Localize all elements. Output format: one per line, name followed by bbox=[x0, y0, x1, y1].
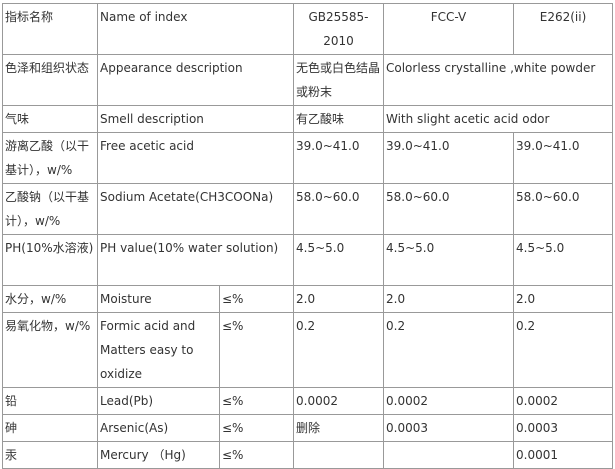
cell: Formic acid and Matters easy to oxidize bbox=[97, 312, 220, 388]
cell: Colorless crystalline ,white powder bbox=[383, 54, 613, 106]
cell: ≤% bbox=[219, 285, 294, 313]
cell: 4.5~5.0 bbox=[293, 234, 384, 286]
cell: 2.0 bbox=[383, 285, 514, 313]
cell: 0.2 bbox=[513, 312, 613, 388]
cell: E262(ii) bbox=[513, 3, 613, 55]
cell: 汞 bbox=[2, 441, 98, 469]
cell bbox=[383, 441, 514, 469]
cell: 0.2 bbox=[383, 312, 514, 388]
cell: 2.0 bbox=[293, 285, 384, 313]
row: 汞 Mercury （Hg) ≤% 0.0001 bbox=[2, 441, 613, 469]
cell: Smell description bbox=[97, 105, 294, 133]
cell: ≤% bbox=[219, 414, 294, 442]
cell: 4.5~5.0 bbox=[513, 234, 613, 286]
cell: Arsenic(As) bbox=[97, 414, 220, 442]
cell: 39.0~41.0 bbox=[293, 132, 384, 184]
cell: 气味 bbox=[2, 105, 98, 133]
cell: 0.0003 bbox=[513, 414, 613, 442]
cell: Free acetic acid bbox=[97, 132, 294, 184]
cell: GB25585-2010 bbox=[293, 3, 384, 55]
row: 气味 Smell description 有乙酸味 With slight ac… bbox=[2, 105, 613, 133]
cell: 4.5~5.0 bbox=[383, 234, 514, 286]
cell: 39.0~41.0 bbox=[383, 132, 514, 184]
spec-table: 指标名称 Name of index GB25585-2010 FCC-V E2… bbox=[2, 3, 613, 469]
cell: 有乙酸味 bbox=[293, 105, 384, 133]
cell: 0.2 bbox=[293, 312, 384, 388]
row: 砷 Arsenic(As) ≤% 删除 0.0003 0.0003 bbox=[2, 414, 613, 442]
cell: 58.0~60.0 bbox=[293, 183, 384, 235]
cell: 砷 bbox=[2, 414, 98, 442]
cell: 0.0002 bbox=[293, 387, 384, 415]
cell: PH(10%水溶液) bbox=[2, 234, 98, 286]
cell: 水分，w/% bbox=[2, 285, 98, 313]
cell: 0.0002 bbox=[383, 387, 514, 415]
cell: 删除 bbox=[293, 414, 384, 442]
page: 指标名称 Name of index GB25585-2010 FCC-V E2… bbox=[2, 3, 613, 469]
row: 色泽和组织状态 Appearance description 无色或白色结晶或粉… bbox=[2, 54, 613, 106]
cell: With slight acetic acid odor bbox=[383, 105, 613, 133]
cell: 0.0003 bbox=[383, 414, 514, 442]
cell: 2.0 bbox=[513, 285, 613, 313]
cell: 58.0~60.0 bbox=[383, 183, 514, 235]
cell: Sodium Acetate(CH3COONa) bbox=[97, 183, 294, 235]
cell: 0.0002 bbox=[513, 387, 613, 415]
cell: 39.0~41.0 bbox=[513, 132, 613, 184]
row: 水分，w/% Moisture ≤% 2.0 2.0 2.0 bbox=[2, 285, 613, 313]
cell: 色泽和组织状态 bbox=[2, 54, 98, 106]
cell: 58.0~60.0 bbox=[513, 183, 613, 235]
cell: Lead(Pb) bbox=[97, 387, 220, 415]
header-row: 指标名称 Name of index GB25585-2010 FCC-V E2… bbox=[2, 3, 613, 55]
cell: 指标名称 bbox=[2, 3, 98, 55]
cell: Appearance description bbox=[97, 54, 294, 106]
cell: 游离乙酸（以干基计），w/% bbox=[2, 132, 98, 184]
row: PH(10%水溶液) PH value(10% water solution) … bbox=[2, 234, 613, 286]
cell: 乙酸钠（以干基计），w/% bbox=[2, 183, 98, 235]
row: 易氧化物，w/% Formic acid and Matters easy to… bbox=[2, 312, 613, 388]
row: 铅 Lead(Pb) ≤% 0.0002 0.0002 0.0002 bbox=[2, 387, 613, 415]
cell: ≤% bbox=[219, 387, 294, 415]
cell: 铅 bbox=[2, 387, 98, 415]
cell: 无色或白色结晶或粉末 bbox=[293, 54, 384, 106]
row: 乙酸钠（以干基计），w/% Sodium Acetate(CH3COONa) 5… bbox=[2, 183, 613, 235]
cell: Name of index bbox=[97, 3, 294, 55]
cell: PH value(10% water solution) bbox=[97, 234, 294, 286]
cell: Mercury （Hg) bbox=[97, 441, 220, 469]
cell: 易氧化物，w/% bbox=[2, 312, 98, 388]
cell: Moisture bbox=[97, 285, 220, 313]
cell: ≤% bbox=[219, 312, 294, 388]
cell: 0.0001 bbox=[513, 441, 613, 469]
cell: FCC-V bbox=[383, 3, 514, 55]
cell: ≤% bbox=[219, 441, 294, 469]
row: 游离乙酸（以干基计），w/% Free acetic acid 39.0~41.… bbox=[2, 132, 613, 184]
cell bbox=[293, 441, 384, 469]
